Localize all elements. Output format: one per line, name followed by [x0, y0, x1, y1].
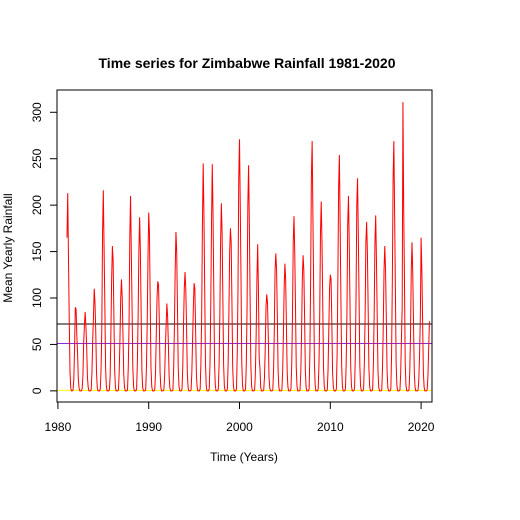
- y-tick-label: 250: [30, 148, 44, 168]
- y-tick-label: 100: [30, 288, 44, 308]
- y-tick-label: 0: [30, 387, 44, 394]
- y-tick-label: 200: [30, 195, 44, 215]
- x-tick-label: 2000: [226, 420, 253, 434]
- y-tick-label: 50: [30, 337, 44, 351]
- x-tick-label: 2010: [317, 420, 344, 434]
- x-axis-label: Time (Years): [210, 450, 278, 464]
- x-tick-label: 1980: [45, 420, 72, 434]
- x-tick-label: 2020: [408, 420, 435, 434]
- y-axis-label: Mean Yearly Rainfall: [1, 193, 15, 302]
- y-tick-label: 300: [30, 102, 44, 122]
- y-tick-label: 150: [30, 241, 44, 261]
- chart-title: Time series for Zimbabwe Rainfall 1981-2…: [99, 55, 396, 71]
- x-tick-label: 1990: [135, 420, 162, 434]
